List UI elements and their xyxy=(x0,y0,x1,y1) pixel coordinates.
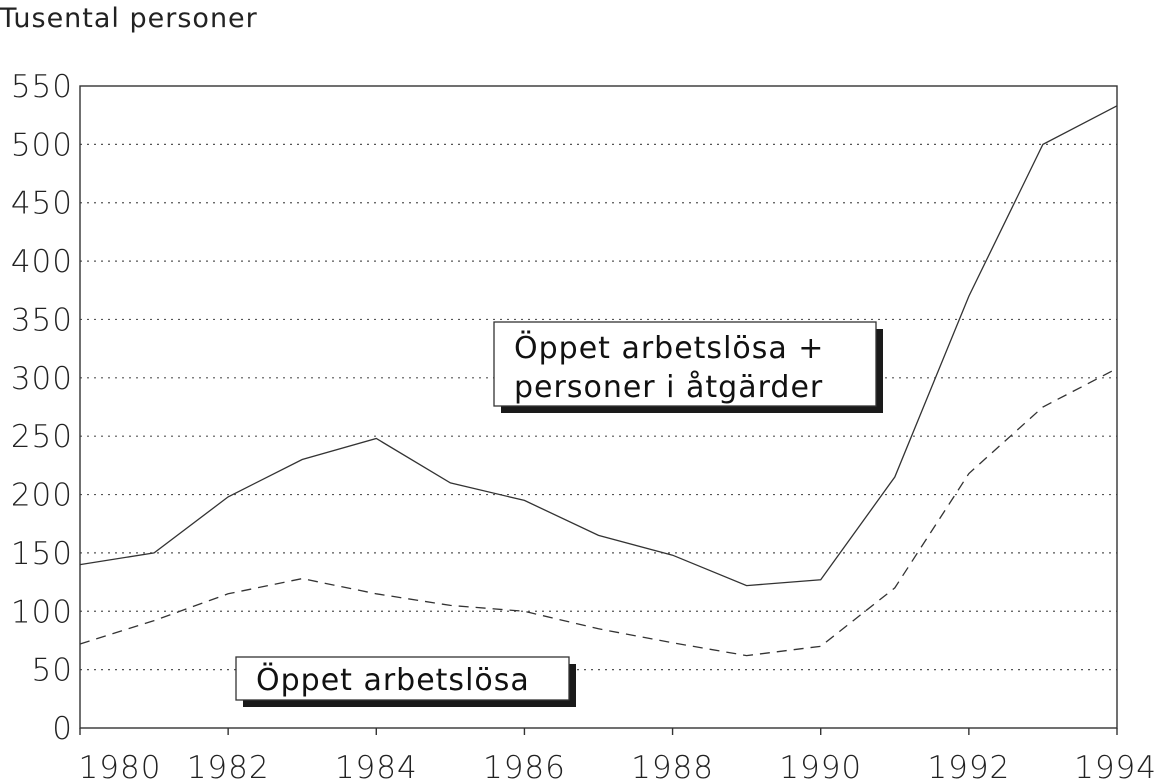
x-tick-1980: 1980 xyxy=(79,750,162,781)
series-labels: Öppet arbetslösa +personer i åtgärderÖpp… xyxy=(235,321,883,707)
x-tick-1982: 1982 xyxy=(187,750,270,781)
y-tick-300: 300 xyxy=(11,361,73,397)
label-text: Öppet arbetslösa + xyxy=(514,330,824,366)
x-tick-1994: 1994 xyxy=(1074,750,1157,781)
y-tick-350: 350 xyxy=(11,302,73,338)
y-tick-labels: 0 50 100 150 200 250 300 350 400 450 500 550 xyxy=(11,69,73,747)
x-tick-1986: 1986 xyxy=(483,750,566,781)
y-tick-500: 500 xyxy=(11,127,73,163)
x-tick-1990: 1990 xyxy=(779,750,862,781)
series-label-1: Öppet arbetslösa xyxy=(235,656,576,707)
y-tick-200: 200 xyxy=(11,478,73,514)
x-tick-1992: 1992 xyxy=(927,750,1010,781)
y-tick-450: 450 xyxy=(11,186,73,222)
label-text: Öppet arbetslösa xyxy=(256,662,530,698)
label-box xyxy=(493,321,877,407)
y-axis-title: Tusental personer xyxy=(0,3,258,34)
label-box xyxy=(235,656,570,701)
x-tick-1988: 1988 xyxy=(631,750,714,781)
y-tick-0: 0 xyxy=(52,711,73,747)
y-tick-100: 100 xyxy=(11,594,73,630)
series-lines xyxy=(79,105,1118,657)
y-tick-150: 150 xyxy=(11,536,73,572)
y-tick-50: 50 xyxy=(32,653,73,689)
plot-frame xyxy=(79,85,1118,729)
y-tick-400: 400 xyxy=(11,244,73,280)
y-tick-250: 250 xyxy=(11,419,73,455)
y-tick-550: 550 xyxy=(11,69,73,105)
label-text: personer i åtgärder xyxy=(514,370,823,405)
series-label-0: Öppet arbetslösa + personer i åtgärder xyxy=(493,321,883,413)
x-tick-labels: 1980 1982 1984 1986 1988 1990 1992 1994 xyxy=(79,728,1157,781)
series-line-1 xyxy=(79,367,1118,657)
x-tick-1984: 1984 xyxy=(335,750,418,781)
series-line-0 xyxy=(79,105,1118,587)
